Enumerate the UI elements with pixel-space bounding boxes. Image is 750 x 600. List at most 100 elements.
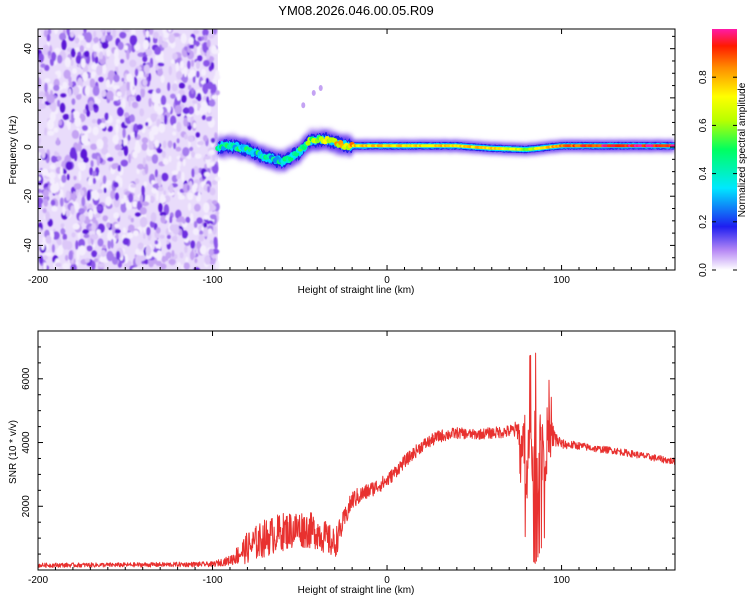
noise-blob [116, 91, 122, 97]
noise-blob [137, 242, 144, 250]
noise-blob [148, 72, 152, 82]
noise-blob [62, 81, 68, 89]
noise-blob [62, 206, 66, 216]
noise-blob [202, 29, 209, 37]
noise-blob [126, 73, 133, 82]
noise-blob [49, 83, 53, 90]
noise-blob [183, 133, 188, 140]
noise-blob [116, 118, 121, 124]
noise-blob [187, 106, 195, 115]
noise-blob [209, 214, 217, 220]
noise-blob [86, 190, 92, 202]
noise-blob [190, 213, 194, 224]
noise-blob [211, 200, 218, 205]
noise-blob [179, 60, 184, 69]
noise-blob [66, 29, 70, 36]
y-tick-label: 40 [23, 43, 34, 55]
noise-blob [203, 222, 208, 229]
noise-blob [141, 201, 150, 207]
noise-blob [111, 163, 118, 170]
snr-y-axis-label: SNR (10 * v/v) [8, 420, 19, 484]
noise-blob [55, 182, 60, 193]
noise-blob [62, 233, 67, 241]
noise-blob [166, 239, 170, 245]
noise-blob [153, 31, 159, 39]
noise-blob [149, 29, 154, 35]
noise-blob [208, 65, 213, 72]
noise-blob [78, 245, 86, 256]
noise-blob [190, 59, 195, 67]
noise-blob [93, 36, 99, 43]
noise-blob [69, 149, 77, 159]
noise-blob [138, 255, 146, 261]
noise-blob [44, 127, 48, 136]
noise-blob [120, 59, 125, 64]
spectrogram-frame [37, 28, 676, 271]
noise-blob [66, 173, 70, 181]
noise-blob [190, 240, 196, 249]
noise-blob [212, 29, 218, 35]
noise-blob [99, 256, 106, 263]
noise-blob [117, 164, 122, 172]
noise-blob [113, 197, 120, 208]
noise-blob [38, 77, 42, 89]
noise-blob [38, 188, 42, 194]
noise-blob [187, 202, 192, 211]
noise-blob [50, 101, 57, 113]
noise-blob [81, 196, 86, 207]
noise-blob [47, 130, 55, 136]
noise-blob [114, 144, 123, 151]
noise-blob [207, 199, 213, 204]
noise-blob [151, 154, 159, 164]
noise-blob [183, 117, 188, 127]
noise-blob [78, 208, 85, 214]
noise-blob [51, 205, 58, 212]
noise-blob [209, 162, 215, 167]
noise-blob [150, 212, 157, 223]
noise-blob [146, 226, 151, 236]
noise-blob [132, 151, 138, 159]
snr-series [38, 352, 675, 568]
noise-blob [141, 142, 148, 151]
noise-blob [187, 192, 194, 199]
noise-blob [91, 260, 96, 270]
noise-blob [196, 196, 200, 202]
noise-blob [53, 127, 59, 133]
noise-blob [145, 154, 153, 162]
noise-blob [129, 114, 135, 123]
noise-blob [201, 102, 208, 113]
noise-blob [143, 64, 150, 74]
noise-blob [139, 108, 145, 117]
noise-blob [141, 185, 145, 196]
noise-blob [126, 49, 130, 60]
noise-blob [53, 84, 60, 91]
noise-blob [142, 39, 150, 50]
noise-blob [47, 94, 55, 104]
noise-blob [91, 222, 97, 232]
noise-blob [142, 78, 148, 87]
noise-blob [160, 95, 167, 106]
noise-blob [178, 82, 185, 89]
noise-blob [42, 50, 50, 55]
noise-blob [173, 142, 176, 150]
noise-blob [106, 29, 112, 33]
noise-blob [70, 112, 74, 124]
noise-blob [45, 252, 53, 257]
noise-blob [80, 189, 85, 196]
noise-blob [171, 250, 175, 258]
noise-blob [49, 163, 56, 170]
noise-blob [112, 96, 120, 101]
snr-x-axis-label: Height of straight line (km) [298, 585, 415, 596]
noise-blob [128, 96, 132, 107]
noise-blob [115, 123, 119, 134]
noise-blob [153, 101, 159, 112]
noise-blob [168, 183, 174, 194]
x-tick-label: -200 [28, 575, 48, 586]
noise-blob [63, 69, 71, 80]
noise-blob [112, 29, 117, 39]
noise-blob [105, 79, 111, 88]
noise-blob [106, 222, 111, 229]
noise-blob [200, 91, 204, 98]
noise-blob [150, 113, 158, 118]
noise-blob [115, 250, 121, 260]
